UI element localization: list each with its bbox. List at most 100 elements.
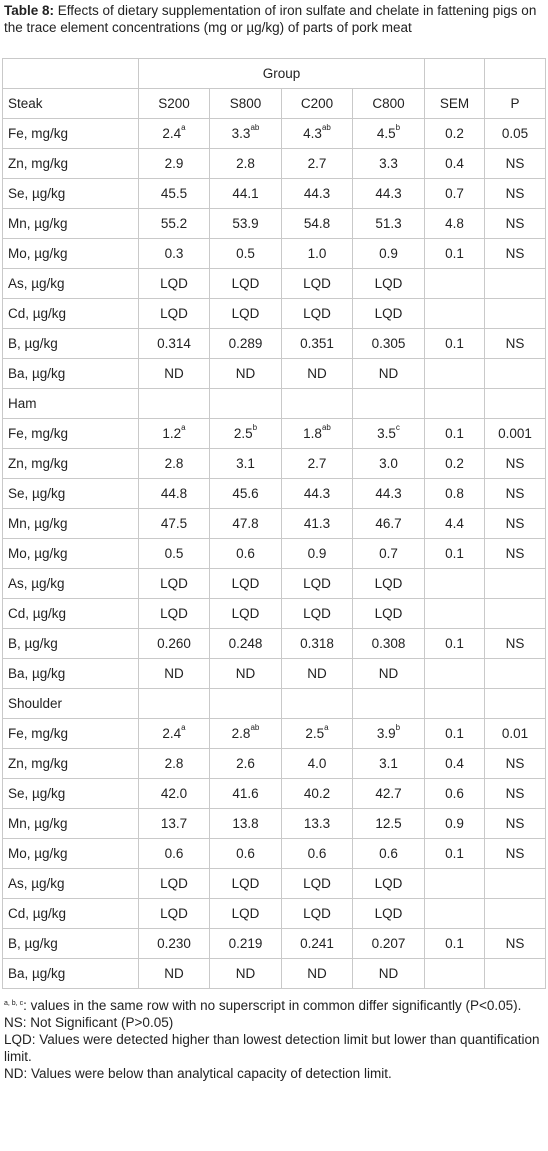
row-label: As, µg/kg [2, 268, 139, 299]
row-label: Zn, mg/kg [2, 148, 139, 179]
table-cell: ND [351, 658, 426, 689]
section-header-row: Shoulder [2, 688, 547, 719]
row-label: Zn, mg/kg [2, 748, 139, 779]
cell-value: NS [505, 516, 525, 531]
column-header: SEM [424, 88, 486, 119]
table-cell [424, 568, 486, 599]
cell-value: ND [164, 366, 184, 381]
table-cell: 44.8 [138, 478, 210, 509]
cell-value: 4.8 [445, 216, 464, 231]
cell-value: LQD [303, 576, 331, 591]
table-cell: LQD [209, 898, 282, 929]
note-superscripts: a, b, c: values in the same row with no … [4, 997, 544, 1014]
table-cell: 0.260 [138, 628, 210, 659]
table-cell: 0.1 [424, 538, 486, 569]
cell-value: 0.241 [300, 936, 334, 951]
table-cell: NS [484, 178, 547, 209]
cell-superscript: b [252, 423, 258, 432]
table-cell: 0.6 [209, 838, 282, 869]
cell-value: LQD [231, 606, 260, 621]
table-cell: 0.6 [209, 538, 282, 569]
table-cell: 2.4a [138, 118, 210, 149]
cell-value: 0.1 [445, 546, 464, 561]
table-row: Se, µg/kg 42.0 41.6 40.2 42.7 0.6 NS [2, 778, 547, 809]
cell-value: NS [505, 756, 525, 771]
table-cell: LQD [209, 868, 282, 899]
empty-cell [138, 688, 210, 719]
cell-value: 0.8 [445, 486, 464, 501]
table-cell [484, 658, 547, 689]
table-cell [424, 658, 486, 689]
table-cell: 0.2 [424, 448, 486, 479]
cell-value: LQD [231, 276, 260, 291]
table-cell: NS [484, 508, 547, 539]
table-cell: NS [484, 148, 547, 179]
cell-value: LQD [374, 906, 403, 921]
table-cell: 0.1 [424, 718, 486, 749]
cell-value: 45.5 [160, 186, 188, 201]
table-cell: LQD [281, 898, 353, 929]
row-label: Ba, µg/kg [2, 358, 139, 389]
table-row: Cd, µg/kg LQD LQD LQD LQD [2, 598, 547, 629]
table-cell: 0.6 [424, 778, 486, 809]
table-row: As, µg/kg LQD LQD LQD LQD [2, 868, 547, 899]
cell-value: NS [505, 936, 525, 951]
table-cell: 12.5 [351, 808, 426, 839]
column-header: S200 [138, 88, 210, 119]
table-cell: LQD [138, 298, 210, 329]
row-label: Fe, mg/kg [2, 418, 139, 449]
table-cell: 0.1 [424, 928, 486, 959]
cell-value: 3.3 [379, 156, 398, 171]
empty-cell [209, 388, 282, 419]
table-cell: LQD [351, 268, 426, 299]
row-label: Se, µg/kg [2, 478, 139, 509]
table-cell: 2.8 [138, 448, 210, 479]
cell-value: ND [235, 666, 256, 681]
table-cell: 1.8ab [281, 418, 353, 449]
cell-value: 12.5 [375, 816, 402, 831]
cell-value: LQD [303, 906, 331, 921]
cell-value: 13.8 [232, 816, 259, 831]
table-cell: 0.219 [209, 928, 282, 959]
table-cell [484, 268, 547, 299]
table-cell: NS [484, 748, 547, 779]
empty-cell [424, 58, 486, 89]
empty-cell [209, 688, 282, 719]
table-cell: 0.4 [424, 748, 486, 779]
section-name: Shoulder [2, 688, 139, 719]
cell-value: ND [307, 966, 327, 981]
row-label: Mn, µg/kg [2, 208, 139, 239]
cell-value: NS [505, 486, 525, 501]
table-cell: 46.7 [351, 508, 426, 539]
row-label: Se, µg/kg [2, 778, 139, 809]
table-cell: 44.3 [281, 178, 353, 209]
cell-value: 2.8 [164, 756, 184, 771]
table-cell: LQD [138, 568, 210, 599]
table-cell: LQD [281, 598, 353, 629]
section-name: Ham [2, 388, 139, 419]
cell-value: 3.1 [379, 756, 398, 771]
table-cell: 0.1 [424, 238, 486, 269]
table-cell: 2.8 [138, 748, 210, 779]
cell-superscript: c [395, 423, 400, 432]
table-cell: NS [484, 928, 547, 959]
table-cell: 2.6 [209, 748, 282, 779]
table-cell: 4.8 [424, 208, 486, 239]
table-cell: 42.0 [138, 778, 210, 809]
table-cell: 44.3 [351, 178, 426, 209]
table-cell: 55.2 [138, 208, 210, 239]
cell-value: 40.2 [303, 786, 331, 801]
cell-value: 3.3 [231, 126, 251, 141]
table-cell: LQD [281, 868, 353, 899]
cell-value: LQD [160, 906, 188, 921]
cell-superscript: b [395, 723, 401, 732]
table-cell: LQD [351, 598, 426, 629]
cell-value: LQD [303, 306, 331, 321]
section-header-row: Steak S200 S800 C200 C800 SEM P [2, 88, 547, 119]
table-cell: LQD [138, 268, 210, 299]
row-label: Mo, µg/kg [2, 538, 139, 569]
table-cell: 54.8 [281, 208, 353, 239]
table-cell: 0.6 [281, 838, 353, 869]
cell-value: 0.6 [164, 846, 184, 861]
table-cell [484, 868, 547, 899]
